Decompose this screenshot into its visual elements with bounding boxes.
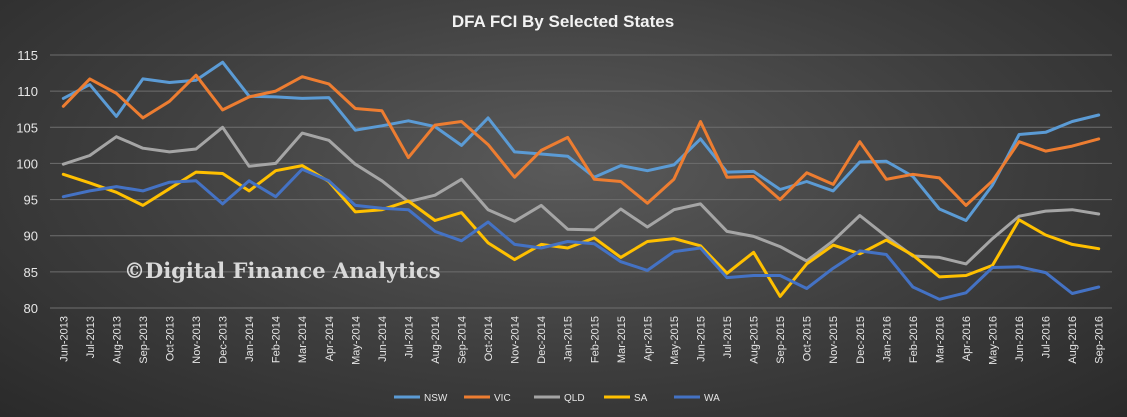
x-axis-ticks: Jun-2013 Jul-2013 Aug-2013 Sep-2013 Oct-2013…: [58, 316, 1105, 365]
x-tick-label: Mar-2015: [616, 316, 628, 363]
x-tick-label: May-2016: [988, 316, 1000, 365]
x-tick-label: Jan-2016: [881, 316, 893, 362]
x-tick-label: Jun-2015: [695, 316, 707, 362]
x-tick-label: Mar-2014: [297, 316, 309, 363]
watermark-text: ©Digital Finance Analytics: [124, 258, 441, 283]
x-tick-label: Jan-2015: [563, 316, 575, 362]
legend-item-qld: QLD: [534, 393, 585, 404]
x-tick-label: Oct-2015: [802, 316, 814, 361]
y-tick-label: 95: [24, 193, 38, 208]
x-tick-label: Apr-2014: [324, 316, 336, 361]
legend-label: NSW: [424, 393, 448, 404]
x-tick-label: Jun-2013: [58, 316, 70, 362]
x-tick-label: Oct-2014: [483, 316, 495, 361]
x-tick-label: Jul-2016: [1041, 316, 1053, 358]
x-tick-label: Jan-2014: [244, 316, 256, 362]
x-tick-label: Jul-2014: [403, 316, 415, 358]
x-tick-label: Dec-2013: [218, 316, 230, 364]
x-tick-label: Aug-2015: [749, 316, 761, 364]
x-tick-label: Apr-2016: [961, 316, 973, 361]
y-tick-label: 110: [17, 84, 38, 99]
x-tick-label: Aug-2014: [430, 316, 442, 364]
legend-item-sa: SA: [604, 393, 648, 404]
x-tick-label: May-2014: [350, 316, 362, 365]
x-tick-label: May-2015: [669, 316, 681, 365]
x-tick-label: Sep-2016: [1094, 316, 1106, 364]
legend-item-nsw: NSW: [394, 393, 448, 404]
y-tick-label: 100: [16, 156, 38, 171]
x-tick-label: Mar-2016: [934, 316, 946, 363]
x-tick-label: Feb-2015: [589, 316, 601, 363]
x-tick-label: Oct-2013: [164, 316, 176, 361]
chart-title: DFA FCI By Selected States: [452, 12, 674, 31]
series-line-vic: [61, 73, 1101, 207]
x-tick-label: Jul-2015: [722, 316, 734, 358]
y-tick-label: 105: [16, 120, 38, 135]
x-tick-label: Dec-2014: [536, 316, 548, 364]
legend-label: WA: [704, 393, 720, 404]
y-tick-label: 85: [24, 265, 38, 280]
legend-label: SA: [634, 393, 648, 404]
series-line-nsw: [61, 60, 1101, 222]
x-tick-label: Aug-2013: [111, 316, 123, 364]
y-tick-label: 115: [17, 48, 38, 63]
x-tick-label: Jun-2016: [1014, 316, 1026, 362]
legend: NSW VIC QLD SA WA: [394, 393, 720, 404]
x-tick-label: Apr-2015: [642, 316, 654, 361]
x-tick-label: Nov-2013: [191, 316, 203, 364]
legend-item-wa: WA: [674, 393, 720, 404]
x-tick-label: Sep-2015: [775, 316, 787, 364]
legend-label: VIC: [494, 393, 511, 404]
x-tick-label: Sep-2014: [457, 316, 469, 364]
y-tick-label: 80: [24, 301, 38, 316]
x-tick-label: Jun-2014: [377, 316, 389, 362]
series-lines: [61, 60, 1101, 301]
y-axis-ticks: 80 85 90 95 100 105 110 115: [16, 48, 38, 316]
x-tick-label: Sep-2013: [138, 316, 150, 364]
x-tick-label: Dec-2015: [855, 316, 867, 364]
x-tick-label: Feb-2016: [908, 316, 920, 363]
legend-label: QLD: [564, 393, 585, 404]
series-line-qld: [61, 125, 1101, 266]
legend-item-vic: VIC: [464, 393, 511, 404]
x-tick-label: Jul-2013: [85, 316, 97, 358]
x-tick-label: Nov-2015: [828, 316, 840, 364]
x-tick-label: Aug-2016: [1067, 316, 1079, 364]
x-tick-label: Feb-2014: [271, 316, 283, 363]
x-tick-label: Nov-2014: [510, 316, 522, 364]
series-line-wa: [61, 167, 1101, 301]
y-tick-label: 90: [24, 229, 38, 244]
